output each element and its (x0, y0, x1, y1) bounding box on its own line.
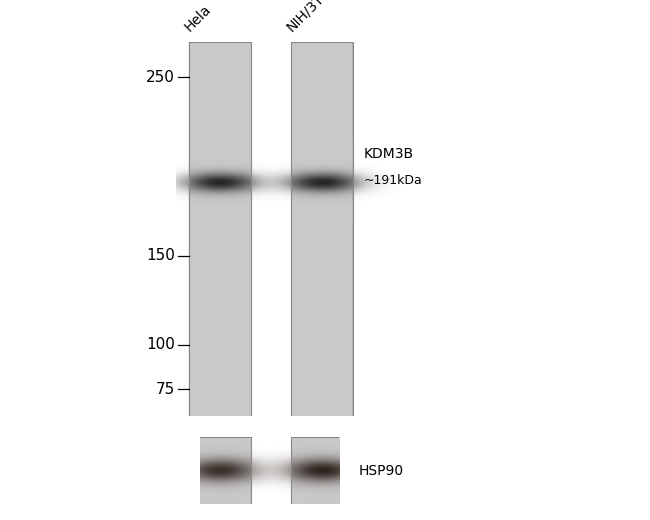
Bar (291, 42, 352, 416)
Text: Hela: Hela (181, 2, 214, 34)
Text: 75: 75 (156, 382, 176, 397)
Text: 150: 150 (146, 248, 176, 263)
Text: HSP90: HSP90 (358, 464, 404, 477)
Text: KDM3B: KDM3B (363, 147, 413, 161)
Bar (188, 437, 251, 504)
Bar (188, 42, 251, 416)
Text: ~191kDa: ~191kDa (363, 174, 422, 187)
Bar (291, 437, 352, 504)
Text: NIH/3T3: NIH/3T3 (283, 0, 333, 34)
Text: 100: 100 (146, 337, 176, 352)
Text: 250: 250 (146, 70, 176, 85)
